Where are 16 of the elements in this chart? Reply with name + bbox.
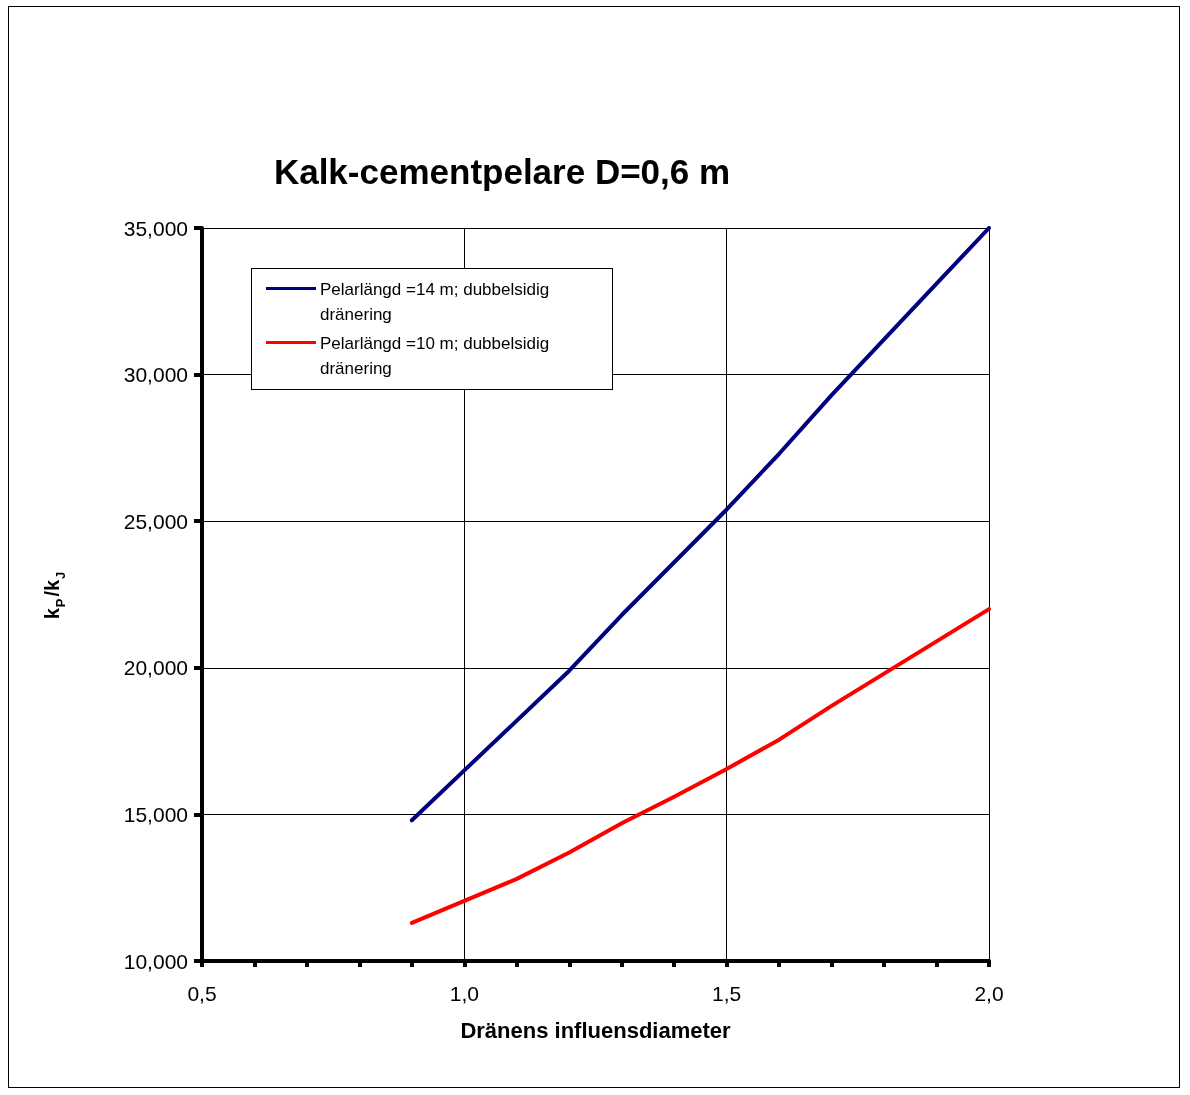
y-tick-label: 10,000 [123,949,188,973]
x-axis-title: Dränens influensdiameter [460,1017,732,1043]
line-series [409,607,991,925]
x-tick-label: 1,0 [449,982,479,1005]
y-tick-label: 35,000 [123,216,188,240]
legend-label: Pelarlängd =10 m; dubbelsidig dränering [320,333,551,380]
y-tick-label: 15,000 [123,802,188,826]
y-tick-label: 25,000 [123,509,188,533]
x-tick-label: 1,5 [712,982,742,1005]
y-tick-label: 20,000 [123,656,188,680]
legend-label: Pelarlängd =14 m; dubbelsidig dränering [320,279,551,326]
y-axis-title: kP/kJ [41,571,68,620]
y-tick-label: 30,000 [123,363,188,387]
x-tick-label: 0,5 [187,982,217,1005]
x-tick-label: 2,0 [974,982,1004,1005]
chart-title: Kalk-cementpelare D=0,6 m [273,152,731,191]
